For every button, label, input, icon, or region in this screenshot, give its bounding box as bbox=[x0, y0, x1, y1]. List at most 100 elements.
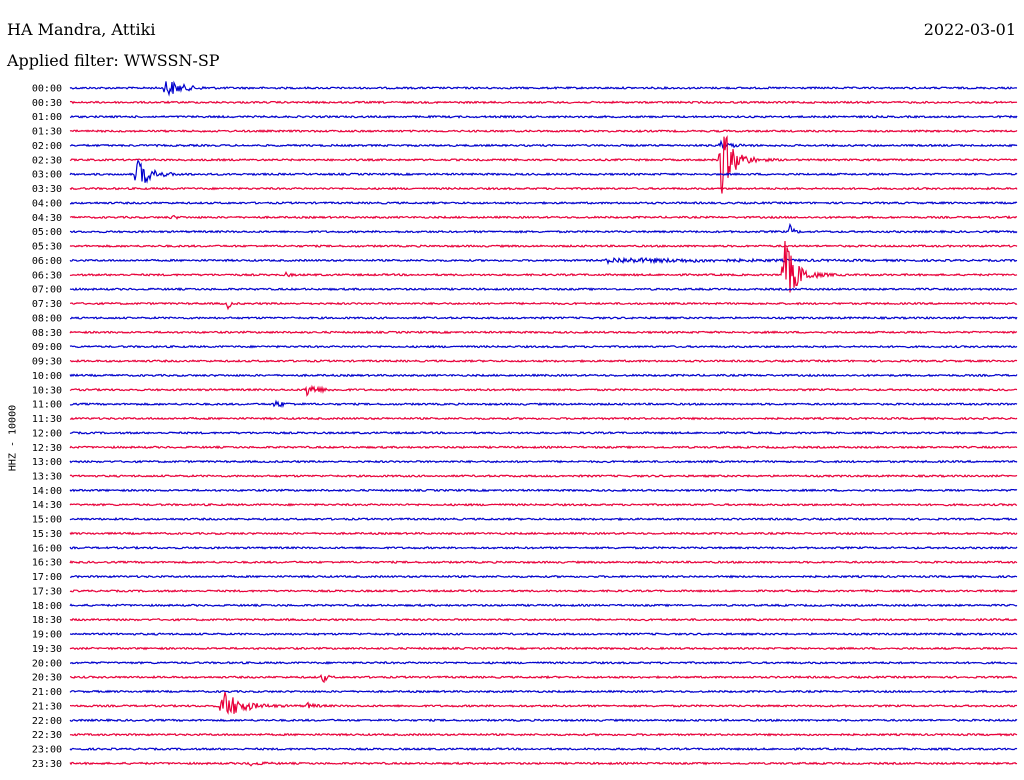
seismic-trace bbox=[69, 222, 1018, 234]
row-time-label: 12:30 bbox=[32, 443, 62, 454]
row-time-label: 00:30 bbox=[32, 98, 62, 109]
seismic-trace bbox=[69, 330, 1018, 335]
row-time-label: 16:00 bbox=[32, 543, 62, 554]
row-time-label: 20:00 bbox=[32, 658, 62, 669]
row-time-label: 01:30 bbox=[32, 127, 62, 138]
row-time-label: 10:00 bbox=[32, 371, 62, 382]
seismic-trace bbox=[69, 617, 1018, 622]
seismic-trace bbox=[69, 516, 1018, 522]
seismic-trace bbox=[69, 588, 1018, 593]
row-time-label: 13:00 bbox=[32, 457, 62, 468]
date-label: 2022-03-01 bbox=[923, 20, 1016, 39]
seismic-trace bbox=[69, 301, 1018, 311]
row-time-label: 04:00 bbox=[32, 198, 62, 209]
row-time-label: 15:30 bbox=[32, 529, 62, 540]
row-time-label: 09:00 bbox=[32, 342, 62, 353]
seismic-trace bbox=[69, 689, 1018, 694]
seismic-trace bbox=[70, 691, 1018, 715]
row-time-label: 11:30 bbox=[32, 414, 62, 425]
seismic-trace bbox=[69, 488, 1018, 493]
seismic-trace bbox=[69, 545, 1018, 550]
seismic-trace bbox=[69, 747, 1018, 752]
row-time-label: 03:30 bbox=[32, 184, 62, 195]
seismic-trace bbox=[69, 560, 1018, 565]
row-time-label: 15:00 bbox=[32, 515, 62, 526]
seismic-trace bbox=[69, 399, 1018, 409]
row-time-label: 23:30 bbox=[32, 759, 62, 770]
row-time-label: 21:30 bbox=[32, 701, 62, 712]
seismic-trace bbox=[69, 358, 1018, 364]
seismic-trace bbox=[69, 574, 1018, 579]
seismic-trace bbox=[69, 134, 1018, 194]
row-time-label: 14:30 bbox=[32, 500, 62, 511]
seismic-trace bbox=[69, 416, 1018, 421]
seismic-trace bbox=[69, 459, 1018, 464]
row-time-label: 17:00 bbox=[32, 572, 62, 583]
row-time-label: 04:30 bbox=[32, 213, 62, 224]
row-time-label: 19:30 bbox=[32, 644, 62, 655]
seismic-trace bbox=[69, 159, 1018, 184]
row-time-label: 06:00 bbox=[32, 256, 62, 267]
seismic-trace bbox=[69, 474, 1018, 478]
row-time-label: 21:00 bbox=[32, 687, 62, 698]
seismic-trace bbox=[69, 240, 1018, 293]
row-time-label: 02:00 bbox=[32, 141, 62, 152]
seismic-trace bbox=[69, 430, 1018, 435]
seismic-trace bbox=[69, 256, 1018, 266]
row-time-label: 14:00 bbox=[32, 486, 62, 497]
row-time-label: 05:00 bbox=[32, 227, 62, 238]
seismic-trace bbox=[69, 344, 1018, 349]
seismic-trace bbox=[69, 732, 1018, 737]
row-time-label: 07:30 bbox=[32, 299, 62, 310]
row-time-label: 11:00 bbox=[32, 400, 62, 411]
row-time-label: 12:00 bbox=[32, 428, 62, 439]
row-time-label: 00:00 bbox=[32, 84, 62, 95]
seismic-trace bbox=[69, 244, 1018, 249]
seismic-trace bbox=[69, 129, 1018, 134]
row-time-label: 19:00 bbox=[32, 630, 62, 641]
row-time-label: 13:30 bbox=[32, 471, 62, 482]
seismic-trace bbox=[69, 80, 1018, 97]
row-time-label: 03:00 bbox=[32, 170, 62, 181]
seismic-trace bbox=[69, 200, 1018, 206]
row-time-label: 17:30 bbox=[32, 586, 62, 597]
seismic-trace bbox=[69, 186, 1018, 191]
row-time-label: 05:30 bbox=[32, 242, 62, 253]
seismic-trace bbox=[69, 674, 1018, 684]
seismic-trace bbox=[69, 632, 1018, 637]
row-time-label: 22:00 bbox=[32, 716, 62, 727]
row-time-label: 06:30 bbox=[32, 270, 62, 281]
row-time-label: 07:00 bbox=[32, 285, 62, 296]
seismic-trace bbox=[69, 761, 1018, 767]
row-time-label: 01:00 bbox=[32, 112, 62, 123]
seismic-trace bbox=[69, 139, 1018, 149]
row-time-label: 16:30 bbox=[32, 558, 62, 569]
seismic-trace bbox=[69, 384, 1018, 397]
row-time-label: 02:30 bbox=[32, 155, 62, 166]
row-time-label: 18:30 bbox=[32, 615, 62, 626]
seismic-trace bbox=[69, 445, 1018, 450]
seismic-trace bbox=[69, 502, 1018, 507]
seismic-trace bbox=[69, 373, 1018, 378]
seismic-trace bbox=[70, 660, 1018, 665]
row-time-label: 18:00 bbox=[32, 601, 62, 612]
row-time-label: 22:30 bbox=[32, 730, 62, 741]
seismic-trace bbox=[69, 287, 1018, 292]
station-title: HA Mandra, Attiki bbox=[7, 20, 156, 39]
seismic-trace bbox=[69, 214, 1018, 220]
seismic-trace bbox=[69, 718, 1018, 723]
seismic-trace bbox=[69, 531, 1018, 536]
seismic-trace bbox=[69, 646, 1018, 651]
seismic-trace bbox=[69, 114, 1018, 119]
row-time-label: 23:00 bbox=[32, 745, 62, 756]
filter-label: Applied filter: WWSSN-SP bbox=[7, 51, 220, 70]
row-time-label: 08:00 bbox=[32, 313, 62, 324]
row-time-label: 10:30 bbox=[32, 385, 62, 396]
seismic-trace bbox=[70, 315, 1018, 320]
seismic-trace bbox=[69, 100, 1018, 105]
row-time-label: 09:30 bbox=[32, 357, 62, 368]
row-time-label: 08:30 bbox=[32, 328, 62, 339]
row-time-label: 20:30 bbox=[32, 673, 62, 684]
seismic-trace bbox=[69, 603, 1018, 608]
